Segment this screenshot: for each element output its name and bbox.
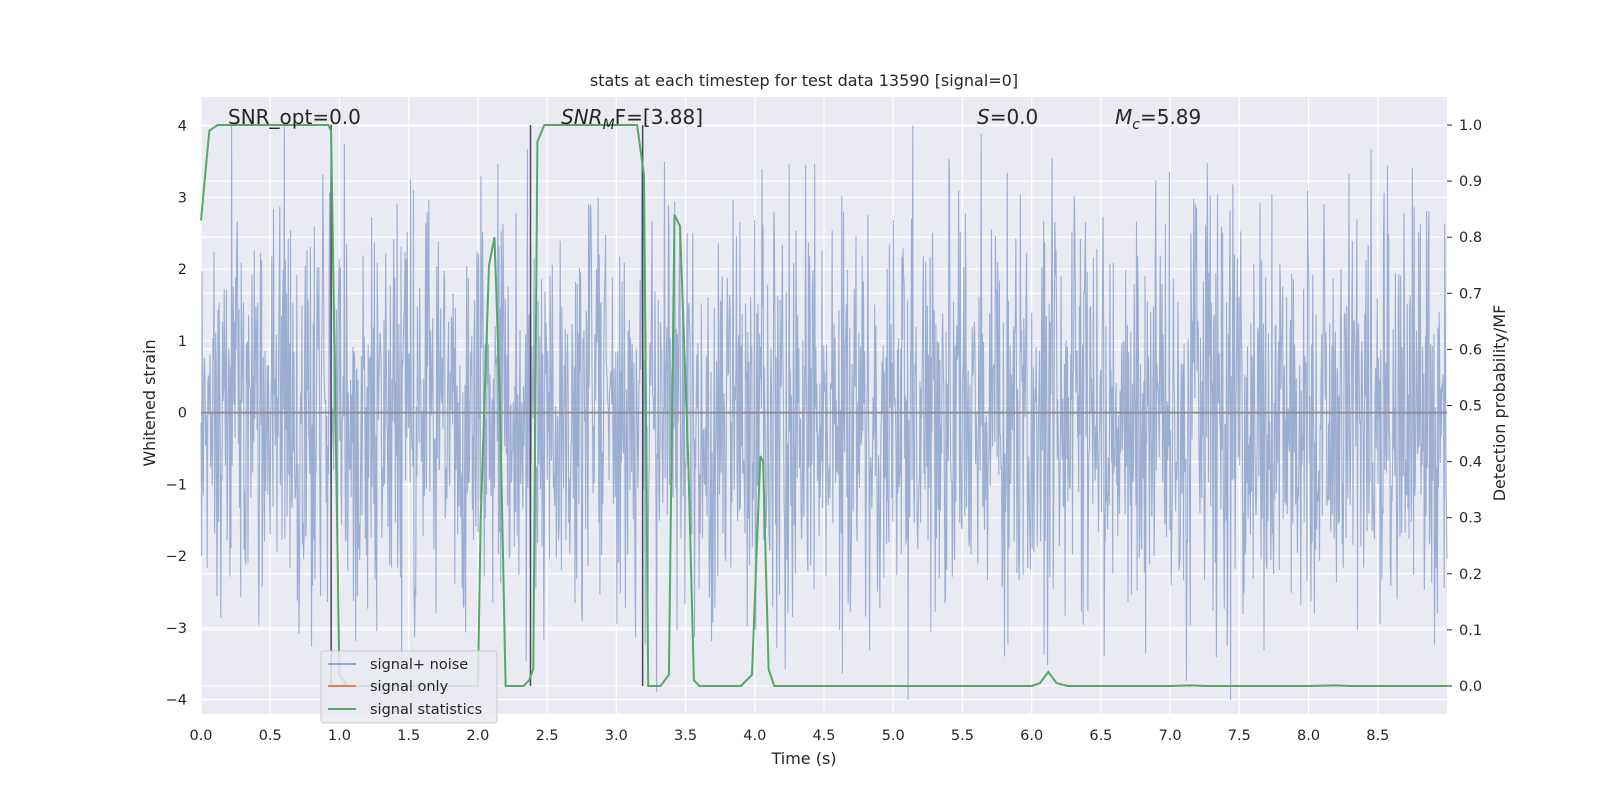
x-tick-label: 3.0 (605, 728, 628, 744)
y-tick-label: 3 (178, 190, 187, 206)
y-axis-label: Whitened strain (140, 339, 159, 466)
y-tick-label: 2 (178, 262, 187, 278)
x-tick-label: 4.5 (812, 728, 835, 744)
y2-tick-label: 0.2 (1459, 567, 1482, 583)
y-tick-label: −4 (166, 693, 187, 709)
annotation-snr-mf: SNRMF=[3.88] (561, 105, 703, 133)
annotation-snr-opt: SNR_opt=0.0 (228, 105, 361, 129)
annotation-mc: Mc=5.89 (1115, 105, 1201, 133)
x-tick-label: 5.0 (882, 728, 905, 744)
x-axis-label: Time (s) (770, 749, 836, 768)
x-tick-label: 0.0 (189, 728, 212, 744)
y2-tick-label: 0.7 (1459, 286, 1482, 302)
x-tick-label: 7.0 (1159, 728, 1182, 744)
y2-tick-label: 0.6 (1459, 342, 1482, 358)
y-tick-label: −1 (166, 477, 187, 493)
y2-axis-label: Detection probability/MF (1490, 305, 1509, 502)
x-tick-label: 6.0 (1020, 728, 1043, 744)
y2-tick-label: 1.0 (1459, 118, 1482, 134)
x-tick-label: 8.0 (1297, 728, 1320, 744)
x-tick-label: 6.5 (1089, 728, 1112, 744)
x-tick-label: 3.5 (674, 728, 697, 744)
y2-tick-label: 0.1 (1459, 623, 1482, 639)
x-tick-label: 0.5 (259, 728, 282, 744)
legend-label-signal-only: signal only (370, 679, 449, 695)
grid (200, 97, 1447, 714)
x-axis-ticks: 0.0 0.5 1.0 1.5 2.0 2.5 3.0 3.5 4.0 4.5 5.0 5.5 6.0 6… (189, 728, 1389, 744)
y-tick-label: 0 (178, 406, 187, 422)
legend: signal+ noise signal only signal statist… (320, 650, 498, 724)
y-tick-label: 1 (178, 334, 187, 350)
noise-series (200, 125, 1448, 700)
y2-axis-ticks: 1.0 0.9 0.8 0.7 0.6 0.5 0.4 0.3 0.2 0.1 0.0 (1447, 118, 1482, 695)
signal-noise-line (200, 125, 1448, 700)
x-tick-label: 5.5 (951, 728, 974, 744)
vertical-markers (330, 125, 644, 686)
y-tick-label: −2 (166, 549, 187, 565)
y2-tick-label: 0.4 (1459, 455, 1482, 471)
x-tick-label: 1.0 (328, 728, 351, 744)
x-tick-label: 2.5 (536, 728, 559, 744)
x-tick-label: 7.5 (1228, 728, 1251, 744)
y2-tick-label: 0.9 (1459, 174, 1482, 190)
x-tick-label: 2.0 (466, 728, 489, 744)
y2-tick-label: 0.5 (1459, 399, 1482, 415)
x-tick-label: 8.5 (1366, 728, 1389, 744)
y2-tick-label: 0.0 (1459, 679, 1482, 695)
y2-tick-label: 0.8 (1459, 230, 1482, 246)
y-tick-label: 4 (178, 119, 187, 135)
x-tick-label: 4.0 (743, 728, 766, 744)
y-axis-ticks: 4 3 2 1 0 −1 −2 −3 −4 (166, 119, 187, 709)
x-tick-label: 1.5 (397, 728, 420, 744)
y-tick-label: −3 (166, 621, 187, 637)
legend-label-signal-noise: signal+ noise (370, 657, 468, 673)
y2-tick-label: 0.3 (1459, 511, 1482, 527)
legend-label-signal-statistics: signal statistics (370, 702, 482, 718)
annotation-s: S=0.0 (977, 105, 1038, 129)
chart-title: stats at each timestep for test data 135… (590, 71, 1018, 90)
legend-box (320, 650, 498, 724)
